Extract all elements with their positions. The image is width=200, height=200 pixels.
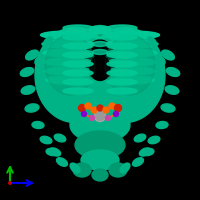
Ellipse shape (109, 103, 115, 109)
Ellipse shape (35, 27, 115, 122)
Ellipse shape (106, 40, 158, 48)
Ellipse shape (109, 67, 155, 75)
Ellipse shape (43, 49, 93, 57)
Ellipse shape (89, 26, 101, 33)
Ellipse shape (63, 61, 93, 67)
Ellipse shape (49, 148, 61, 156)
Ellipse shape (114, 104, 122, 112)
Ellipse shape (43, 37, 53, 47)
Ellipse shape (120, 163, 130, 173)
Ellipse shape (54, 134, 66, 142)
Ellipse shape (81, 150, 119, 170)
Ellipse shape (9, 182, 11, 184)
Ellipse shape (94, 26, 106, 33)
Ellipse shape (139, 148, 151, 156)
Ellipse shape (107, 52, 137, 58)
Ellipse shape (32, 121, 44, 129)
Ellipse shape (110, 76, 154, 84)
Ellipse shape (107, 49, 157, 57)
Ellipse shape (107, 25, 137, 31)
Ellipse shape (92, 42, 108, 46)
Ellipse shape (46, 148, 58, 156)
Ellipse shape (82, 112, 86, 116)
Ellipse shape (99, 26, 111, 33)
Ellipse shape (44, 58, 92, 66)
Ellipse shape (35, 55, 45, 65)
Ellipse shape (108, 58, 156, 66)
Ellipse shape (92, 33, 108, 38)
Ellipse shape (107, 79, 137, 85)
Ellipse shape (95, 110, 106, 121)
Ellipse shape (26, 50, 38, 60)
Ellipse shape (133, 158, 143, 166)
Ellipse shape (92, 169, 108, 181)
Ellipse shape (155, 55, 165, 65)
Ellipse shape (91, 107, 97, 113)
Ellipse shape (166, 68, 180, 76)
Ellipse shape (90, 55, 110, 80)
Ellipse shape (103, 107, 109, 113)
Ellipse shape (63, 25, 93, 31)
Ellipse shape (70, 108, 130, 142)
Ellipse shape (40, 31, 96, 39)
Ellipse shape (107, 88, 137, 94)
Ellipse shape (25, 104, 39, 112)
Ellipse shape (161, 104, 175, 112)
Ellipse shape (156, 121, 168, 129)
Ellipse shape (142, 148, 154, 156)
Ellipse shape (104, 31, 160, 39)
Ellipse shape (107, 43, 137, 49)
Ellipse shape (96, 112, 104, 120)
Ellipse shape (92, 49, 108, 54)
Ellipse shape (90, 116, 95, 120)
Ellipse shape (21, 86, 35, 94)
Ellipse shape (45, 67, 91, 75)
Ellipse shape (63, 43, 93, 49)
Ellipse shape (63, 34, 93, 40)
Ellipse shape (42, 40, 94, 48)
Ellipse shape (114, 112, 118, 116)
Ellipse shape (85, 103, 91, 109)
Ellipse shape (63, 70, 93, 76)
Ellipse shape (107, 34, 137, 40)
Ellipse shape (85, 27, 165, 122)
Ellipse shape (20, 68, 34, 76)
Ellipse shape (57, 158, 67, 166)
Ellipse shape (147, 37, 157, 47)
Ellipse shape (75, 131, 125, 159)
Ellipse shape (105, 35, 155, 95)
Ellipse shape (78, 104, 86, 112)
Ellipse shape (97, 105, 103, 111)
Ellipse shape (165, 86, 179, 94)
Ellipse shape (107, 61, 137, 67)
Ellipse shape (40, 136, 52, 144)
Ellipse shape (162, 50, 174, 60)
Ellipse shape (73, 163, 91, 177)
Ellipse shape (85, 40, 115, 80)
Ellipse shape (63, 52, 93, 58)
Ellipse shape (148, 136, 160, 144)
Ellipse shape (70, 163, 80, 173)
Ellipse shape (46, 76, 90, 84)
Ellipse shape (109, 163, 127, 177)
Ellipse shape (92, 25, 108, 30)
Ellipse shape (107, 70, 137, 76)
Ellipse shape (45, 35, 95, 95)
Ellipse shape (63, 79, 93, 85)
Ellipse shape (63, 88, 93, 94)
Ellipse shape (106, 116, 110, 120)
Ellipse shape (134, 134, 146, 142)
